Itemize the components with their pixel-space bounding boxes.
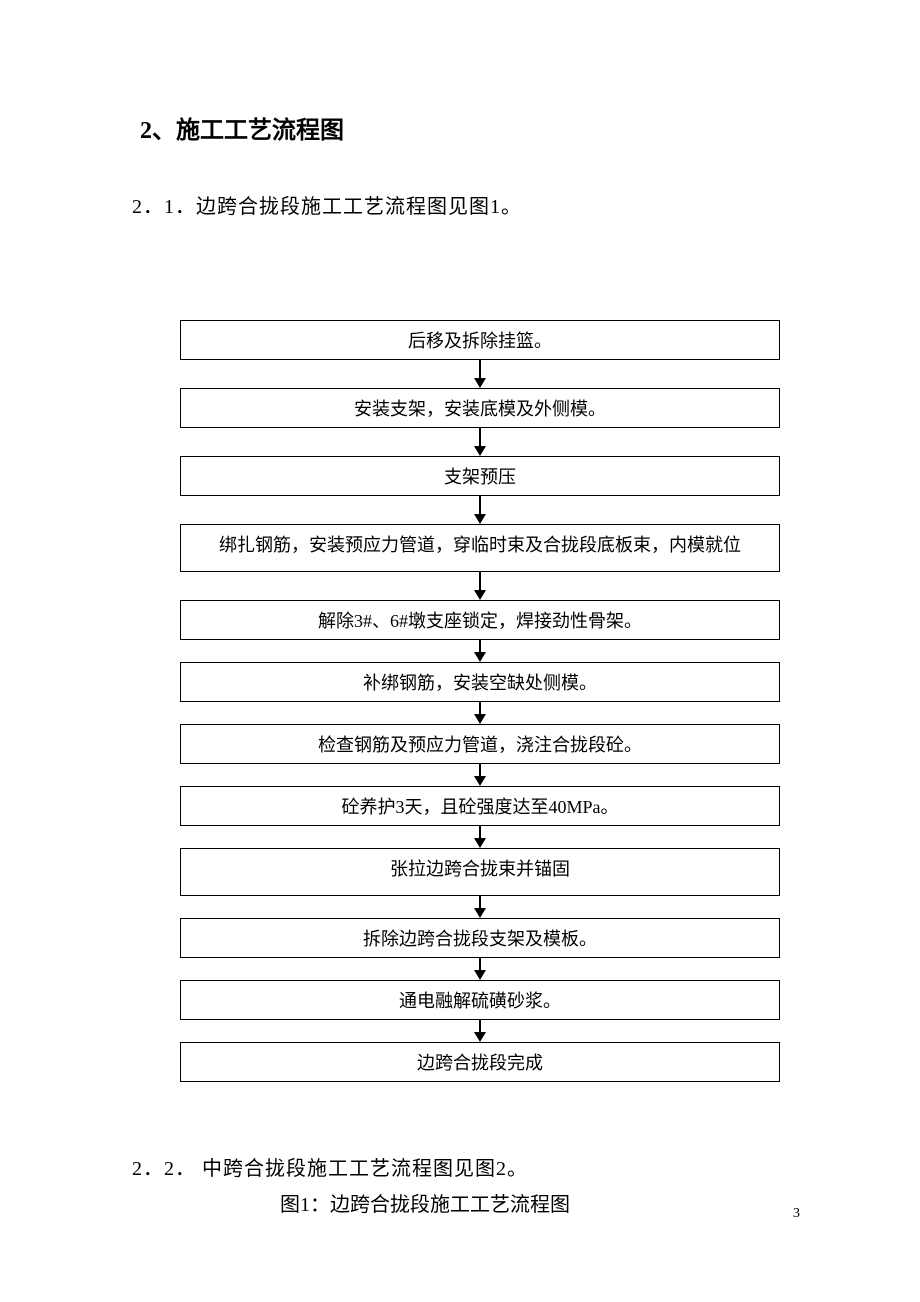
flow-arrow [180, 826, 780, 848]
section-title: 2、施工工艺流程图 [140, 110, 344, 145]
page-number: 3 [793, 1206, 800, 1222]
flow-box-6: 检查钢筋及预应力管道，浇注合拢段砼。 [180, 724, 780, 764]
flow-box-3: 绑扎钢筋，安装预应力管道，穿临时束及合拢段底板束，内模就位 [180, 524, 780, 572]
flow-arrow [180, 360, 780, 388]
flowchart: 后移及拆除挂篮。安装支架，安装底模及外侧模。支架预压绑扎钢筋，安装预应力管道，穿… [180, 320, 780, 1082]
flow-arrow [180, 1020, 780, 1042]
subtitle-1: 2．1．边跨合拢段施工工艺流程图见图1。 [132, 190, 522, 219]
flow-arrow [180, 958, 780, 980]
flow-box-2: 支架预压 [180, 456, 780, 496]
flow-box-7: 砼养护3天，且砼强度达至40MPa。 [180, 786, 780, 826]
flow-arrow [180, 496, 780, 524]
flow-box-9: 拆除边跨合拢段支架及模板。 [180, 918, 780, 958]
flow-box-0: 后移及拆除挂篮。 [180, 320, 780, 360]
flow-arrow [180, 428, 780, 456]
flow-arrow [180, 702, 780, 724]
figure-caption: 图1：边跨合拢段施工工艺流程图 [280, 1188, 570, 1217]
subtitle-2: 2．2． 中跨合拢段施工工艺流程图见图2。 [132, 1152, 528, 1181]
flow-arrow [180, 572, 780, 600]
flow-box-5: 补绑钢筋，安装空缺处侧模。 [180, 662, 780, 702]
flow-box-1: 安装支架，安装底模及外侧模。 [180, 388, 780, 428]
flow-arrow [180, 896, 780, 918]
flow-box-10: 通电融解硫磺砂浆。 [180, 980, 780, 1020]
flow-box-8: 张拉边跨合拢束并锚固 [180, 848, 780, 896]
flow-box-11: 边跨合拢段完成 [180, 1042, 780, 1082]
flow-box-4: 解除3#、6#墩支座锁定，焊接劲性骨架。 [180, 600, 780, 640]
flow-arrow [180, 764, 780, 786]
flow-arrow [180, 640, 780, 662]
